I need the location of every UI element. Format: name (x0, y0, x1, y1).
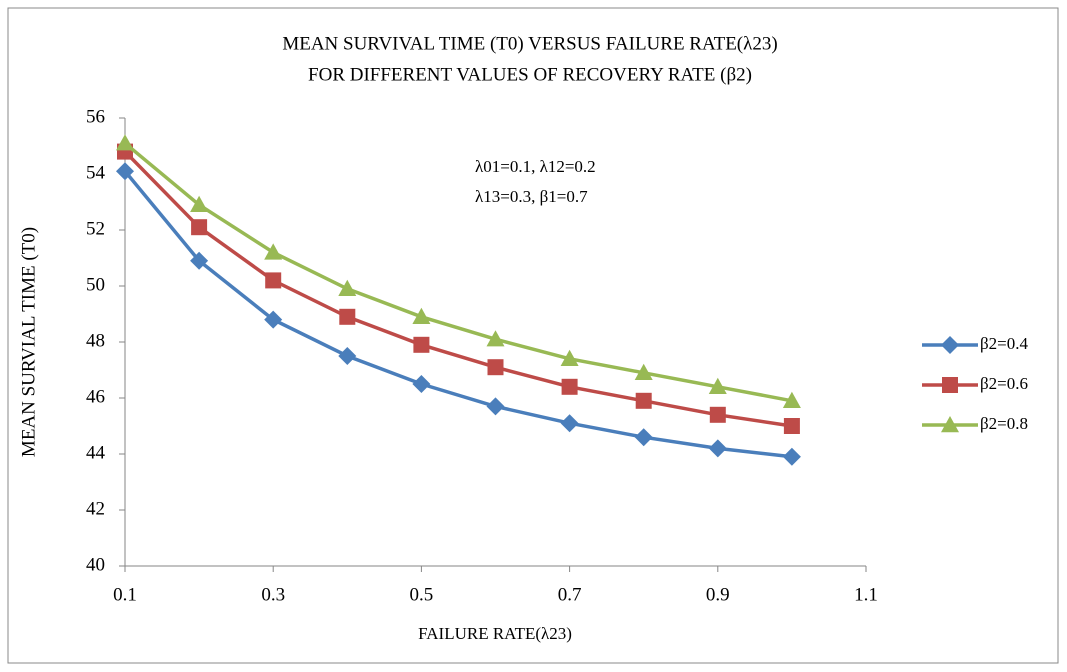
marker (264, 310, 283, 329)
chart-border (7, 7, 1059, 664)
chart-title: MEAN SURVIVAL TIME (T0) VERSUS FAILURE R… (282, 33, 777, 54)
x-tick-label: 1.1 (854, 584, 878, 605)
x-axis-label: FAILURE RATE(λ23) (418, 624, 572, 643)
marker (191, 219, 208, 236)
marker (265, 272, 282, 289)
legend-label: β2=0.8 (980, 414, 1028, 433)
marker (413, 336, 430, 353)
marker (487, 359, 504, 376)
y-tick-label: 40 (86, 554, 105, 575)
marker (560, 414, 579, 433)
y-tick-label: 54 (86, 162, 106, 183)
y-tick-label: 52 (86, 218, 105, 239)
annotation: λ13=0.3, β1=0.7 (475, 187, 588, 206)
y-tick-label: 56 (86, 106, 105, 127)
marker (116, 162, 134, 181)
x-tick-label: 0.7 (558, 584, 582, 605)
marker (190, 195, 209, 212)
series-line (123, 170, 793, 459)
marker (708, 377, 727, 394)
marker (635, 392, 652, 409)
y-tick-label: 42 (86, 498, 105, 519)
marker (412, 307, 431, 324)
x-tick-label: 0.9 (706, 584, 730, 605)
marker (709, 406, 726, 423)
legend-label: β2=0.4 (980, 334, 1028, 353)
y-axis-label: MEAN SURVIAL TIME (T0) (18, 227, 39, 457)
legend-marker (942, 377, 958, 393)
marker (486, 397, 505, 416)
legend-marker (941, 336, 959, 354)
legend-marker (941, 416, 959, 433)
marker (634, 363, 653, 380)
legend-label: β2=0.6 (980, 374, 1028, 393)
marker (412, 375, 431, 393)
series-line (123, 141, 793, 403)
x-tick-label: 0.3 (261, 584, 285, 605)
y-tick-label: 50 (86, 274, 105, 295)
marker (560, 349, 579, 366)
annotation: λ01=0.1, λ12=0.2 (475, 157, 596, 176)
chart-title: FOR DIFFERENT VALUES OF RECOVERY RATE (β… (308, 64, 752, 85)
y-tick-label: 48 (86, 330, 105, 351)
marker (338, 279, 357, 296)
marker (782, 391, 801, 408)
y-tick-label: 44 (86, 442, 106, 463)
marker (339, 308, 356, 325)
x-tick-label: 0.5 (410, 584, 434, 605)
marker (190, 251, 209, 270)
x-tick-label: 0.1 (113, 584, 137, 605)
marker (782, 447, 801, 466)
y-tick-label: 46 (86, 386, 105, 407)
marker (783, 418, 800, 434)
marker (116, 134, 134, 151)
marker (486, 330, 505, 347)
series-line (123, 150, 793, 428)
marker (561, 378, 578, 395)
marker (708, 439, 727, 458)
marker (634, 428, 653, 447)
marker (264, 243, 283, 260)
marker (338, 347, 357, 365)
